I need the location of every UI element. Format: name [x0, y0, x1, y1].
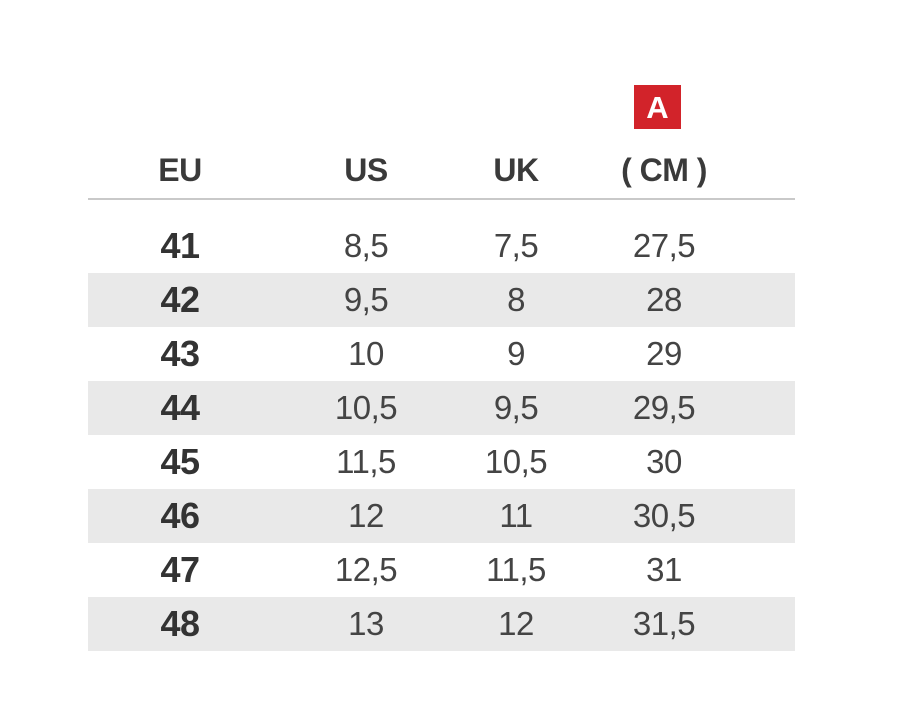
cell-cm: 27,5 [632, 227, 696, 264]
cell-uk: 10,5 [484, 443, 548, 480]
cell-eu: 47 [160, 549, 200, 590]
cell-eu: 44 [160, 387, 200, 428]
row-spacer [756, 219, 795, 273]
cell-uk: 7,5 [493, 227, 539, 264]
table-body: 41 8,5 7,5 27,5 42 9,5 8 28 43 10 9 29 44 10,5 9,5 29,5… [88, 199, 795, 651]
row-spacer [756, 543, 795, 597]
table-row-eu-43: 43 10 9 29 [88, 327, 795, 381]
table-row-eu-47: 47 12,5 11,5 31 [88, 543, 795, 597]
table-row-eu-42: 42 9,5 8 28 [88, 273, 795, 327]
column-header-uk: UK [460, 140, 572, 200]
cell-uk: 11 [499, 497, 533, 534]
cell-cm: 28 [646, 281, 682, 318]
cell-eu: 45 [160, 441, 200, 482]
column-header-cm: ( CM ) [572, 140, 756, 200]
cell-us: 9,5 [343, 281, 389, 318]
cell-eu: 42 [160, 279, 200, 320]
table-row-eu-46: 46 12 11 30,5 [88, 489, 795, 543]
cell-us: 13 [348, 605, 384, 642]
cell-cm: 29,5 [632, 389, 696, 426]
cell-uk: 8 [507, 281, 525, 318]
cell-us: 10,5 [334, 389, 398, 426]
cell-eu: 46 [160, 495, 200, 536]
cm-column-marker-badge: A [634, 85, 681, 129]
cell-us: 8,5 [343, 227, 389, 264]
row-spacer [756, 435, 795, 489]
cell-us: 12 [348, 497, 384, 534]
cell-us: 11,5 [336, 443, 396, 480]
cell-us: 10 [348, 335, 384, 372]
cell-cm: 29 [646, 335, 682, 372]
table-row-eu-41: 41 8,5 7,5 27,5 [88, 219, 795, 273]
cell-eu: 43 [160, 333, 200, 374]
cell-cm: 31,5 [632, 605, 696, 642]
table-row-eu-48: 48 13 12 31,5 [88, 597, 795, 651]
header-spacer [756, 140, 795, 200]
cell-uk: 9,5 [493, 389, 539, 426]
table-row-eu-45: 45 11,5 10,5 30 [88, 435, 795, 489]
cell-cm: 30 [646, 443, 682, 480]
table-row-eu-44: 44 10,5 9,5 29,5 [88, 381, 795, 435]
cell-cm: 31 [646, 551, 682, 588]
size-conversion-table: EU US UK( CM ) 41 8,5 7,5 27,5 42 9,5 8 28 43 10 9 29… [88, 140, 795, 651]
column-header-eu: EU [88, 140, 272, 200]
cell-eu: 41 [160, 225, 200, 266]
cell-us: 12,5 [334, 551, 398, 588]
row-spacer [756, 327, 795, 381]
cell-uk: 11,5 [486, 551, 546, 588]
cell-eu: 48 [160, 603, 200, 644]
row-spacer [756, 273, 795, 327]
cell-cm: 30,5 [632, 497, 696, 534]
row-spacer [756, 489, 795, 543]
row-spacer [756, 381, 795, 435]
header-row: EU US UK( CM ) [88, 140, 795, 200]
cell-uk: 9 [507, 335, 525, 372]
column-header-us: US [272, 140, 460, 200]
cell-uk: 12 [498, 605, 534, 642]
header-gap-row [88, 199, 795, 219]
row-spacer [756, 597, 795, 651]
